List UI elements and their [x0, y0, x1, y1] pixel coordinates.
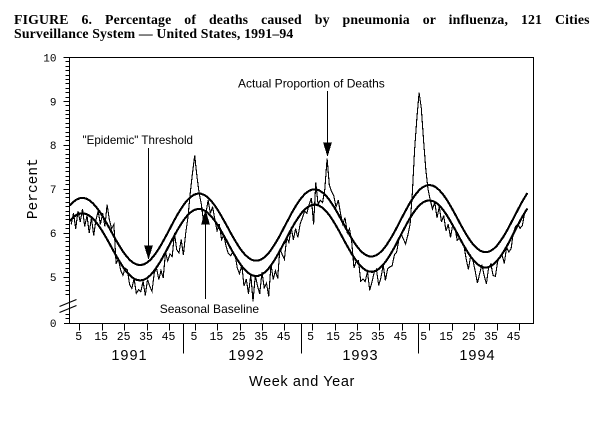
- svg-text:Seasonal Baseline: Seasonal Baseline: [160, 302, 260, 316]
- svg-text:15: 15: [326, 331, 340, 344]
- svg-text:1991: 1991: [111, 348, 147, 364]
- svg-text:5: 5: [190, 331, 197, 344]
- svg-text:15: 15: [439, 331, 453, 344]
- svg-text:10: 10: [43, 53, 56, 65]
- svg-text:Actual Proportion of Deaths: Actual Proportion of Deaths: [238, 77, 385, 91]
- svg-text:7: 7: [50, 185, 57, 197]
- svg-text:45: 45: [507, 331, 521, 344]
- svg-text:"Epidemic" Threshold: "Epidemic" Threshold: [83, 134, 193, 147]
- svg-text:45: 45: [162, 331, 176, 344]
- svg-text:45: 45: [277, 331, 291, 344]
- svg-text:0: 0: [50, 319, 57, 331]
- svg-text:15: 15: [209, 331, 223, 344]
- svg-text:15: 15: [94, 331, 108, 344]
- svg-text:1994: 1994: [459, 348, 495, 364]
- svg-text:1993: 1993: [342, 348, 378, 364]
- svg-text:Percent: Percent: [26, 158, 42, 219]
- svg-text:6: 6: [50, 229, 57, 241]
- svg-text:35: 35: [371, 331, 385, 344]
- svg-text:25: 25: [232, 331, 246, 344]
- svg-text:5: 5: [307, 331, 314, 344]
- svg-text:35: 35: [139, 331, 153, 344]
- svg-text:5: 5: [420, 331, 427, 344]
- svg-text:25: 25: [462, 331, 476, 344]
- svg-text:1992: 1992: [228, 348, 264, 364]
- svg-text:35: 35: [254, 331, 268, 344]
- svg-text:Week and Year: Week and Year: [249, 374, 355, 390]
- svg-text:8: 8: [50, 141, 57, 153]
- svg-text:9: 9: [50, 97, 57, 109]
- svg-text:35: 35: [484, 331, 498, 344]
- svg-text:45: 45: [393, 331, 407, 344]
- svg-text:5: 5: [50, 273, 57, 285]
- svg-text:25: 25: [349, 331, 363, 344]
- svg-text:5: 5: [75, 331, 82, 344]
- svg-text:25: 25: [117, 331, 131, 344]
